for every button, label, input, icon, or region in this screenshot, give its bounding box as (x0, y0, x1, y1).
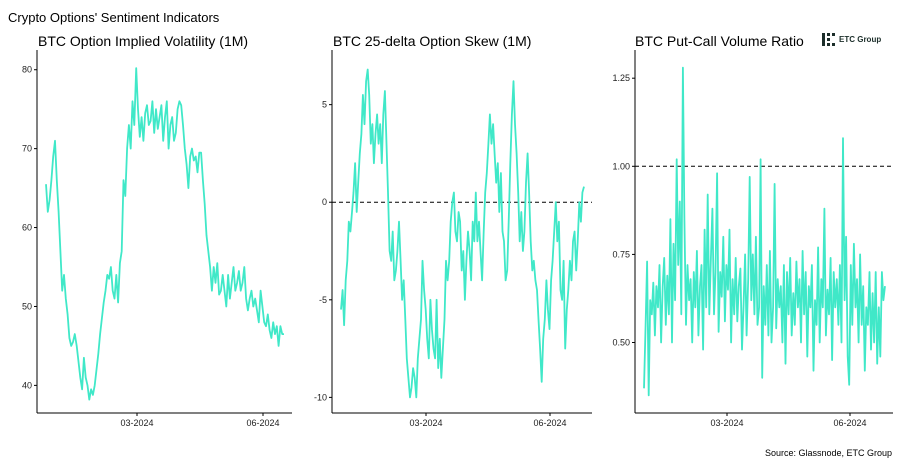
y-tick-label: 1.25 (612, 73, 630, 83)
chart-put-call-ratio: 0.50 0.75 1.00 1.25 03-2024 06-2024 (612, 50, 893, 428)
series-line (340, 68, 585, 399)
etc-group-logo-text: ETC Group (839, 35, 882, 44)
y-tick-label: -5 (319, 295, 327, 305)
y-tick-label: 0.50 (612, 338, 630, 348)
y-tick-label: 0 (322, 197, 327, 207)
chart-implied-volatility: 40 50 60 70 80 03-2024 06-2024 (22, 50, 292, 428)
y-tick-label: 1.00 (612, 161, 630, 171)
y-tick-label: 40 (22, 380, 32, 390)
series-line (643, 66, 886, 397)
x-tick-label: 03-2024 (710, 418, 743, 428)
y-tick-label: -10 (314, 392, 327, 402)
x-tick-label: 03-2024 (120, 418, 153, 428)
chart-title-option-skew: BTC 25-delta Option Skew (1M) (333, 33, 532, 49)
y-tick-label: 0.75 (612, 249, 630, 259)
y-tick-label: 70 (22, 144, 32, 154)
page-title: Crypto Options' Sentiment Indicators (8, 10, 220, 25)
x-tick-label: 06-2024 (533, 418, 566, 428)
chart-title-implied-volatility: BTC Option Implied Volatility (1M) (38, 33, 249, 49)
x-tick-label: 03-2024 (409, 418, 442, 428)
y-tick-label: 60 (22, 223, 32, 233)
chart-title-put-call-ratio: BTC Put-Call Volume Ratio (635, 33, 804, 49)
y-tick-label: 80 (22, 65, 32, 75)
etc-group-logo: ETC Group (822, 33, 881, 46)
x-tick-label: 06-2024 (246, 418, 279, 428)
y-tick-label: 50 (22, 301, 32, 311)
chart-option-skew: -10 -5 0 5 03-2024 06-2024 (314, 50, 592, 428)
source-note: Source: Glassnode, ETC Group (764, 448, 892, 458)
series-line (45, 67, 284, 401)
etc-group-logo-icon (822, 33, 835, 46)
y-tick-label: 5 (322, 100, 327, 110)
x-tick-label: 06-2024 (833, 418, 866, 428)
